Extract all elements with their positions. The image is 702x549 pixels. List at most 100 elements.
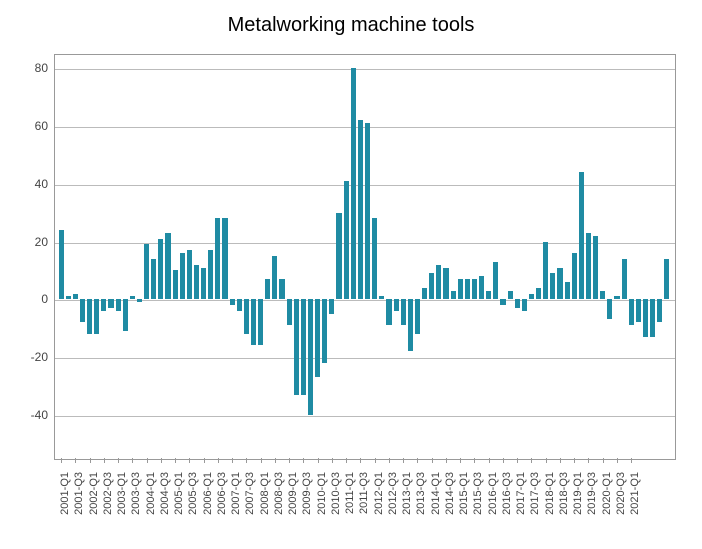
- bar: [664, 259, 669, 299]
- bar: [579, 172, 584, 299]
- bar: [66, 296, 71, 299]
- bar: [322, 299, 327, 362]
- bar: [123, 299, 128, 331]
- x-tick: [132, 458, 133, 463]
- x-tick: [474, 458, 475, 463]
- bar: [358, 120, 363, 299]
- x-tick: [517, 458, 518, 463]
- x-tick-label: 2021-Q1: [629, 472, 641, 524]
- bar: [194, 265, 199, 300]
- bar: [287, 299, 292, 325]
- x-tick: [261, 458, 262, 463]
- x-tick-label: 2014-Q3: [444, 472, 456, 524]
- bar: [294, 299, 299, 394]
- bar: [94, 299, 99, 334]
- x-tick: [275, 458, 276, 463]
- x-tick-label: 2002-Q3: [102, 472, 114, 524]
- bar: [59, 230, 64, 299]
- bar: [472, 279, 477, 299]
- x-tick: [147, 458, 148, 463]
- bar: [215, 218, 220, 299]
- bar: [443, 268, 448, 300]
- x-tick: [403, 458, 404, 463]
- x-tick: [118, 458, 119, 463]
- x-tick: [489, 458, 490, 463]
- x-tick-label: 2009-Q1: [287, 472, 299, 524]
- grid-line: [55, 300, 675, 301]
- bar: [465, 279, 470, 299]
- x-tick: [446, 458, 447, 463]
- x-tick-label: 2005-Q1: [173, 472, 185, 524]
- bar: [351, 68, 356, 299]
- x-tick: [318, 458, 319, 463]
- bar: [386, 299, 391, 325]
- bar: [650, 299, 655, 337]
- x-tick: [232, 458, 233, 463]
- bar: [593, 236, 598, 299]
- x-tick-label: 2011-Q1: [344, 472, 356, 524]
- y-tick-label: 80: [35, 61, 48, 75]
- bar: [436, 265, 441, 300]
- bar: [279, 279, 284, 299]
- bar: [158, 239, 163, 300]
- x-tick-label: 2004-Q3: [159, 472, 171, 524]
- bar: [529, 294, 534, 300]
- bar: [308, 299, 313, 414]
- x-tick-label: 2015-Q1: [458, 472, 470, 524]
- bar: [565, 282, 570, 299]
- x-tick: [346, 458, 347, 463]
- x-tick-label: 2007-Q3: [244, 472, 256, 524]
- bar: [543, 242, 548, 300]
- x-tick: [389, 458, 390, 463]
- bar: [600, 291, 605, 300]
- bar: [629, 299, 634, 325]
- x-tick: [432, 458, 433, 463]
- chart-container: Metalworking machine tools -40-200204060…: [0, 0, 702, 549]
- x-tick-label: 2015-Q3: [472, 472, 484, 524]
- x-tick: [588, 458, 589, 463]
- bar: [636, 299, 641, 322]
- x-tick-label: 2004-Q1: [145, 472, 157, 524]
- x-tick: [617, 458, 618, 463]
- bar: [508, 291, 513, 300]
- bar: [151, 259, 156, 299]
- bar: [657, 299, 662, 322]
- bar: [607, 299, 612, 319]
- bar: [272, 256, 277, 299]
- x-tick: [332, 458, 333, 463]
- bar: [244, 299, 249, 334]
- bar: [165, 233, 170, 299]
- x-tick-label: 2019-Q3: [586, 472, 598, 524]
- x-tick: [303, 458, 304, 463]
- bar: [500, 299, 505, 305]
- x-tick-label: 2005-Q3: [187, 472, 199, 524]
- bar: [265, 279, 270, 299]
- bar: [550, 273, 555, 299]
- bar: [415, 299, 420, 334]
- y-tick-label: 60: [35, 119, 48, 133]
- bar: [372, 218, 377, 299]
- x-tick-label: 2018-Q1: [544, 472, 556, 524]
- x-tick: [90, 458, 91, 463]
- y-tick-label: 20: [35, 235, 48, 249]
- bar: [301, 299, 306, 394]
- bar: [557, 268, 562, 300]
- bar: [486, 291, 491, 300]
- x-tick: [104, 458, 105, 463]
- bar: [201, 268, 206, 300]
- bar: [479, 276, 484, 299]
- x-tick-label: 2017-Q1: [515, 472, 527, 524]
- x-tick: [360, 458, 361, 463]
- x-tick-label: 2018-Q3: [558, 472, 570, 524]
- x-tick-label: 2001-Q1: [59, 472, 71, 524]
- bar: [80, 299, 85, 322]
- x-tick-label: 2013-Q3: [415, 472, 427, 524]
- bar: [572, 253, 577, 299]
- x-tick-label: 2012-Q3: [387, 472, 399, 524]
- y-tick-label: -40: [31, 408, 48, 422]
- x-tick: [61, 458, 62, 463]
- grid-line: [55, 358, 675, 359]
- x-tick: [246, 458, 247, 463]
- x-tick: [289, 458, 290, 463]
- x-tick: [631, 458, 632, 463]
